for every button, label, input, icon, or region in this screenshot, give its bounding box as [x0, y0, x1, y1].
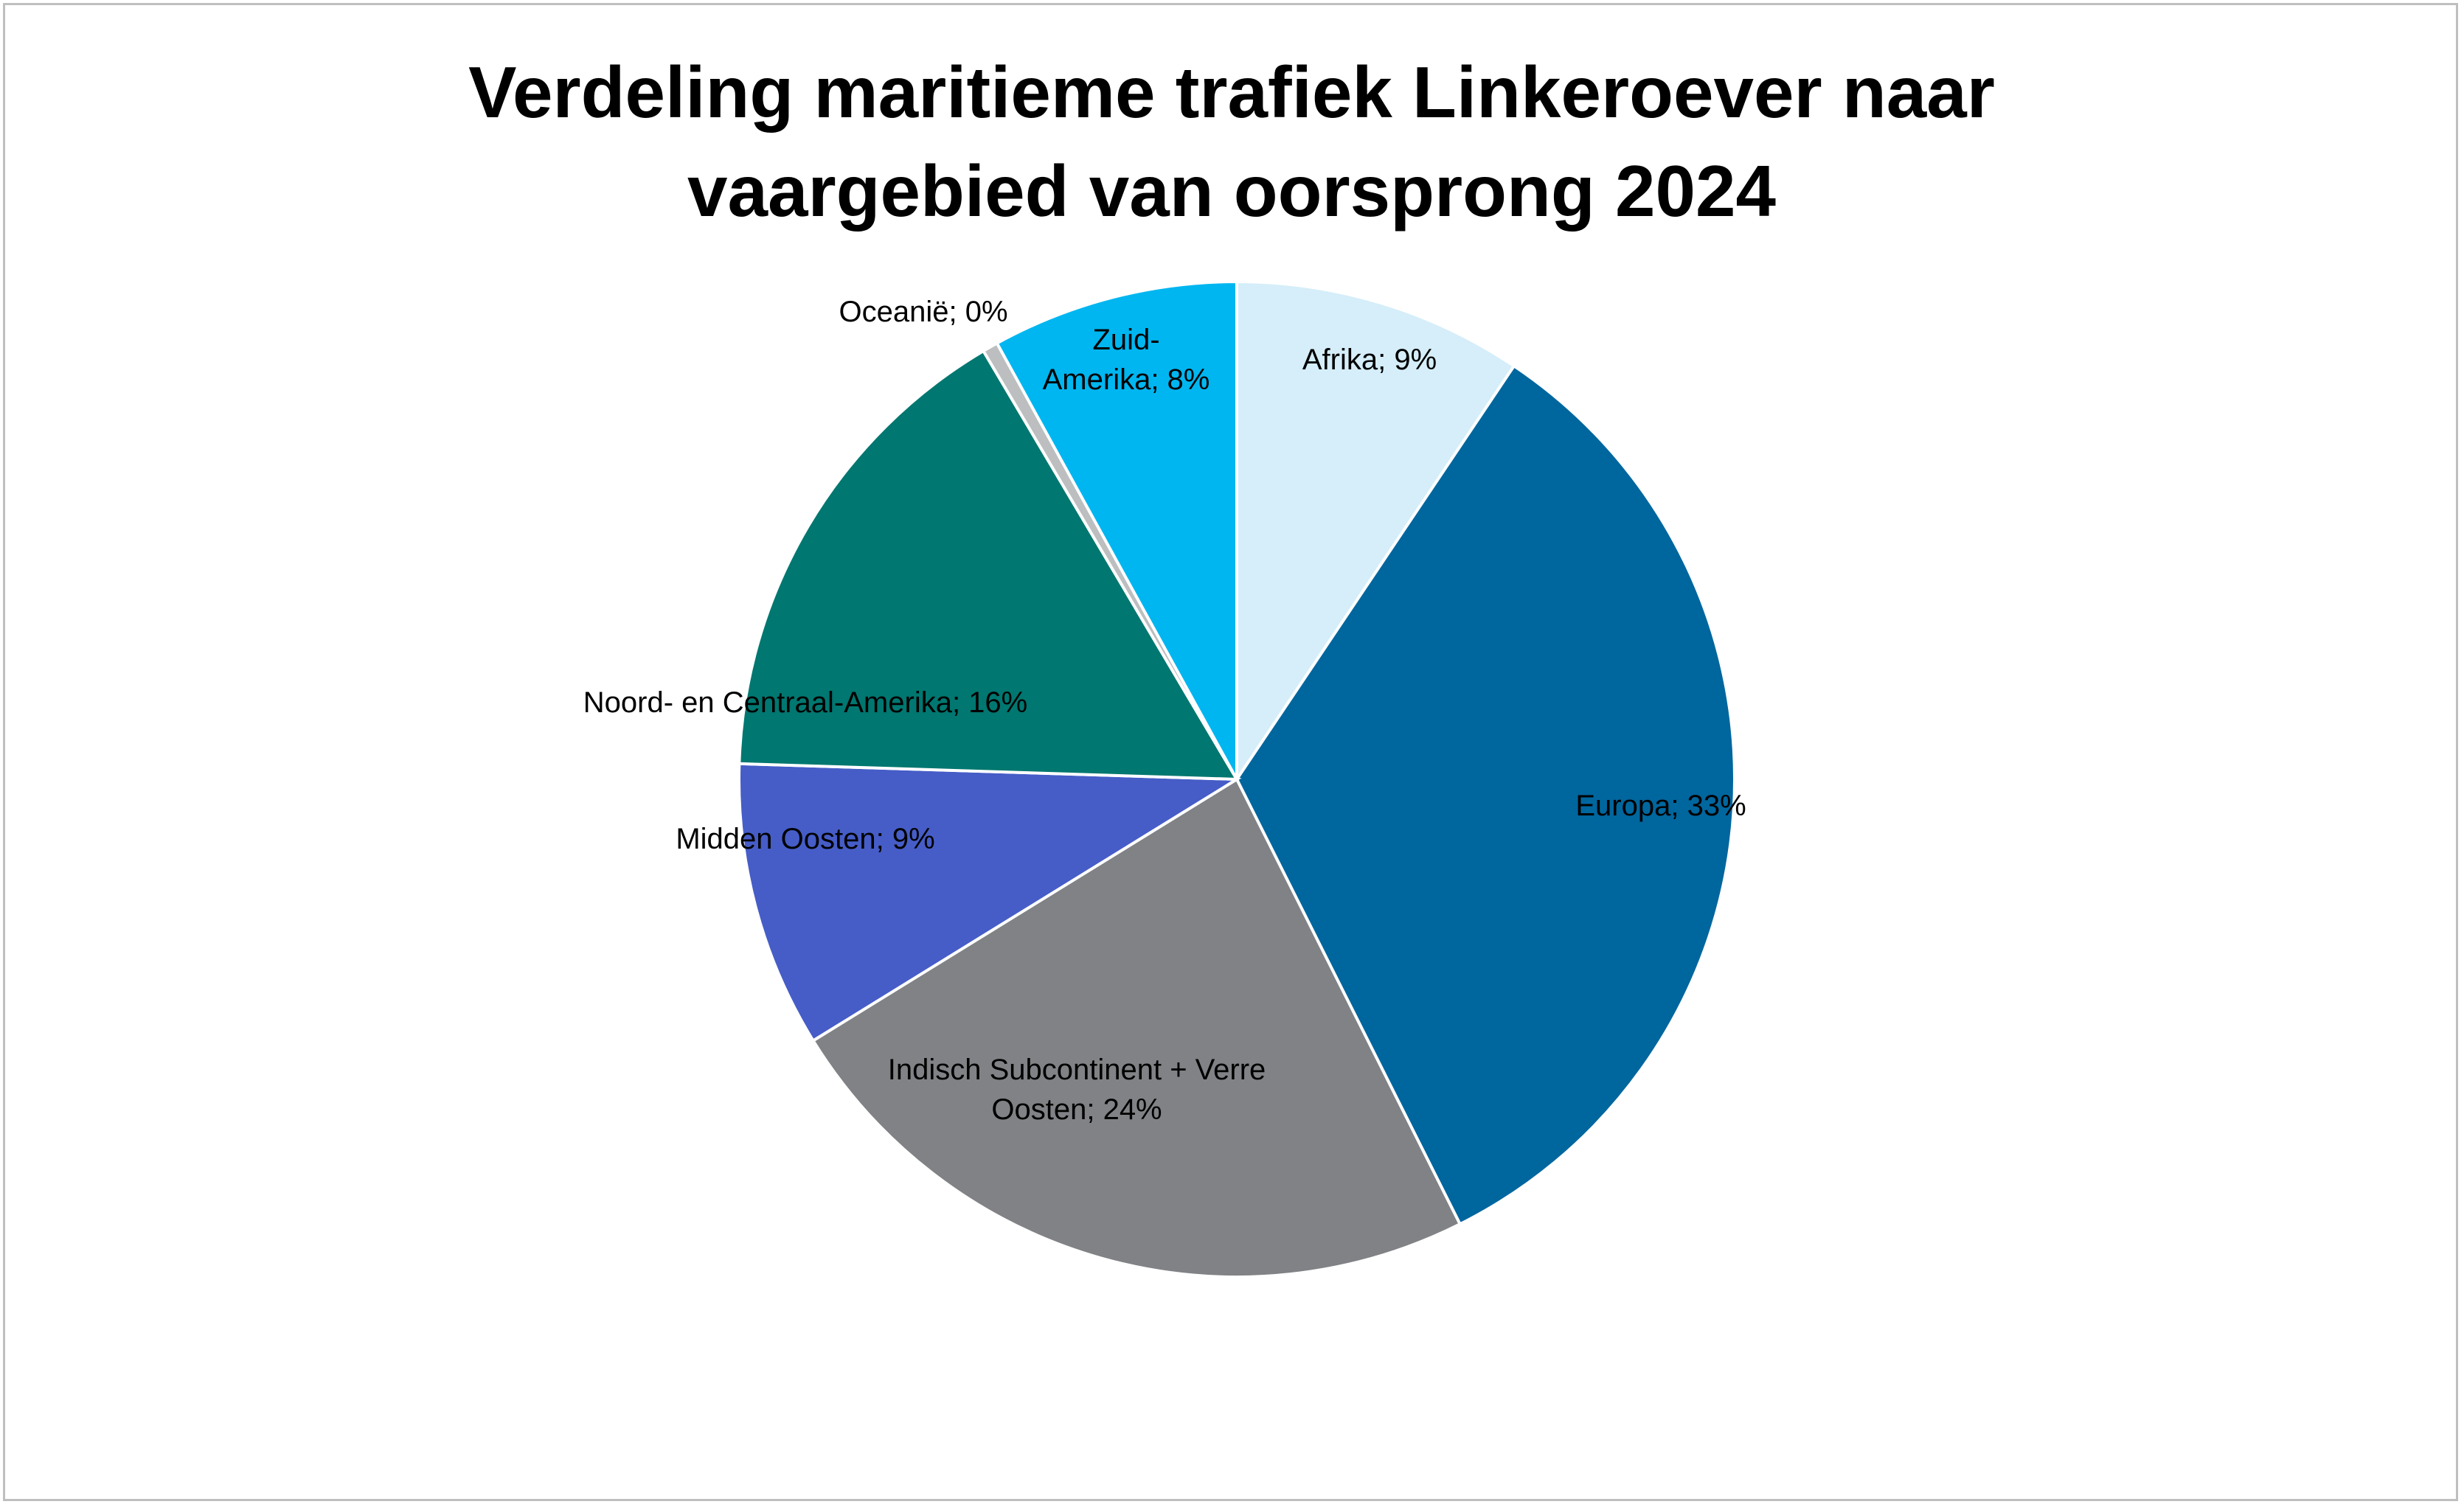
pie-label-1: Afrika; 9% [1302, 344, 1437, 376]
pie-label-4: Midden Oosten; 9% [676, 823, 934, 855]
chart-title-line-2: vaargebied van oorsprong 2024 [687, 150, 1776, 232]
pie-slice-7 [995, 279, 1238, 780]
pie-label-6: Oceanië; 0% [839, 296, 1007, 328]
pie-slice-5 [738, 349, 1240, 782]
pie-slice-2 [1235, 363, 1736, 1227]
pie-slices [738, 279, 1736, 1278]
pie-label-3: Indisch Subcontinent + Verre Oosten; 24% [888, 1054, 1266, 1126]
pie-chart: Verdeling maritieme trafiek Linkeroever … [468, 52, 1995, 1278]
pie-slice-3 [811, 777, 1462, 1278]
pie-labels: Afrika; 9% Europa; 33% Indisch Subcontinen… [583, 296, 1746, 1126]
pie-label-7: Zuid-Amerika; 8% [1043, 324, 1210, 396]
pie-label-2: Europa; 33% [1575, 790, 1746, 822]
pie-label-5: Noord- en Centraal-Amerika; 16% [583, 686, 1027, 719]
chart-title-line-1: Verdeling maritieme trafiek Linkeroever … [468, 52, 1995, 133]
pie-slice-1 [1235, 279, 1516, 784]
chart-frame: Verdeling maritieme trafiek Linkeroever … [3, 3, 2458, 1501]
pie-slice-4 [738, 762, 1242, 1043]
